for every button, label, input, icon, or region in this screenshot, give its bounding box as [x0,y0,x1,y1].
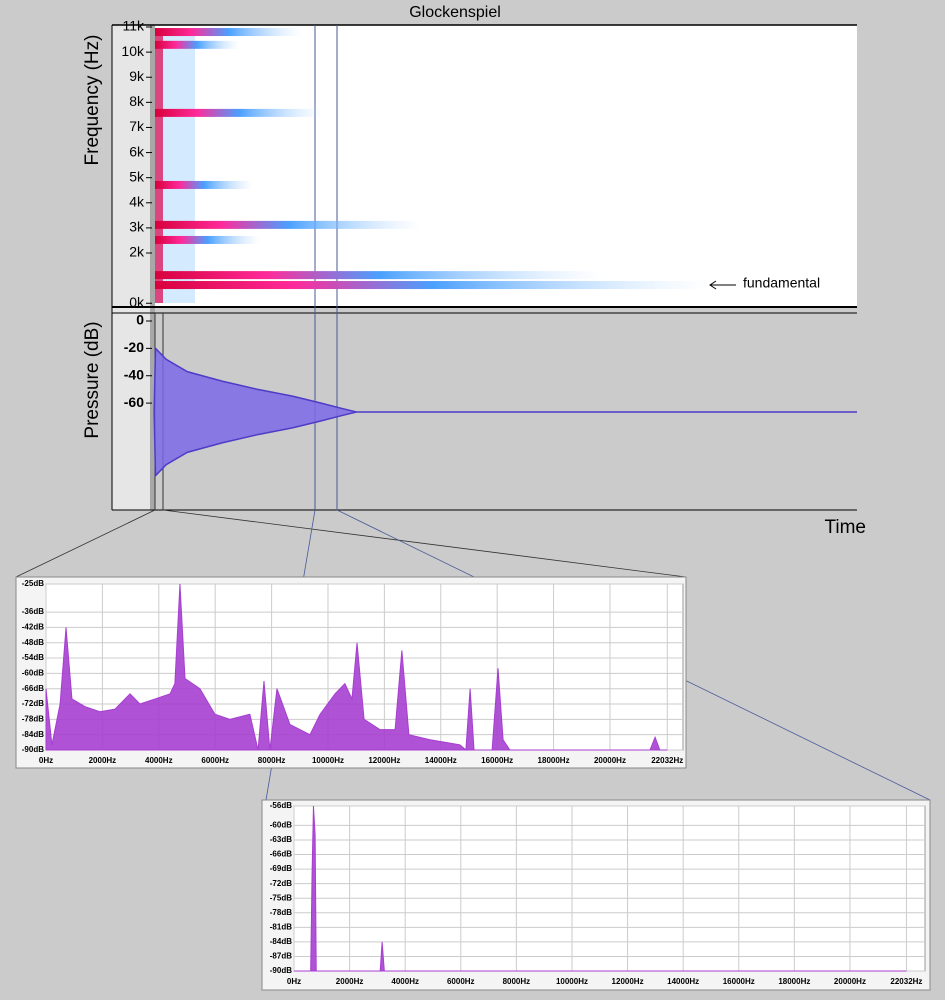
x-tick-label: 14000Hz [425,756,457,765]
annotation: fundamental [743,275,820,291]
x-tick-label: 6000Hz [447,977,475,986]
x-tick-label: 0Hz [287,977,301,986]
y-tick-label: -69dB [270,864,292,873]
y-tick-label: 9k [129,68,145,84]
x-tick-label: 8000Hz [258,756,286,765]
x-tick-label: 8000Hz [503,977,531,986]
spectrum-area [45,583,668,752]
y-tick-label: -90dB [270,966,292,975]
y-tick-label: -54dB [22,653,44,662]
y-tick-label: -40 [124,366,144,382]
y-tick-label: 5k [129,168,145,184]
y-tick-label: 0k [129,294,145,310]
y-tick-label: -84dB [22,730,44,739]
x-tick-label: 22032Hz [651,756,683,765]
y-axis-label: Frequency (Hz) [82,35,103,166]
axis-column [112,25,152,510]
x-tick-label: 10000Hz [312,756,344,765]
partial-band [155,28,303,37]
spectrogram-bg [155,25,857,307]
partial-band [155,40,240,49]
partial-band [155,235,261,244]
y-tick-label: 7k [129,118,145,134]
y-tick-label: -72dB [270,879,292,888]
spectrum-area [294,805,907,972]
x-tick-label: 18000Hz [778,977,810,986]
y-tick-label: -72dB [22,699,44,708]
x-tick-label: 16000Hz [723,977,755,986]
x-tick-label: 12000Hz [368,756,400,765]
partial-band [155,220,422,229]
y-tick-label: -84dB [270,937,292,946]
y-tick-label: -66dB [22,684,44,693]
partial-band [155,180,254,189]
y-tick-label: -66dB [270,850,292,859]
x-tick-label: 2000Hz [336,977,364,986]
x-tick-label: 22032Hz [890,977,922,986]
x-tick-label: 12000Hz [612,977,644,986]
x-tick-label: 2000Hz [89,756,117,765]
x-tick-label: 4000Hz [391,977,419,986]
x-tick-label: 6000Hz [201,756,229,765]
y-axis-label: Pressure (dB) [82,321,103,438]
y-tick-label: -60 [124,394,144,410]
y-tick-label: -78dB [270,908,292,917]
y-tick-label: -60dB [22,668,44,677]
connector [162,509,687,578]
y-tick-label: 8k [129,93,145,109]
x-tick-label: 18000Hz [538,756,570,765]
partial-band [155,281,710,290]
x-tick-label: 0Hz [39,756,53,765]
y-tick-label: 11k [122,18,145,34]
x-tick-label: 20000Hz [594,756,626,765]
x-tick-label: 4000Hz [145,756,173,765]
y-tick-label: -56dB [270,801,292,810]
annotation-arrow [709,280,717,290]
y-tick-label: -87dB [270,952,292,961]
y-tick-label: 3k [129,219,145,235]
y-tick-label: 0 [136,312,144,328]
plot-bg [293,805,926,972]
axis-strip [150,25,155,510]
y-tick-label: 4k [129,193,145,209]
y-tick-label: -78dB [22,714,44,723]
y-tick-label: -20 [124,339,144,355]
connector [15,509,156,578]
y-tick-label: -60dB [270,821,292,830]
y-tick-label: -81dB [270,922,292,931]
y-tick-label: 6k [129,143,145,159]
y-tick-label: -48dB [22,638,44,647]
x-tick-label: 10000Hz [556,977,588,986]
y-tick-label: -63dB [270,835,292,844]
x-tick-label: 20000Hz [834,977,866,986]
y-tick-label: 10k [121,43,145,59]
y-tick-label: -25dB [22,579,44,588]
y-tick-label: -36dB [22,607,44,616]
partial-band [155,271,605,280]
y-tick-label: -75dB [270,893,292,902]
x-axis-label: Time [824,517,866,538]
attack-strip [155,28,163,303]
x-tick-label: 14000Hz [667,977,699,986]
y-tick-label: 2k [129,244,145,260]
x-tick-label: 16000Hz [481,756,513,765]
waveform [153,346,857,478]
y-tick-label: -90dB [22,745,44,754]
y-tick-label: -42dB [22,623,44,632]
figure-title: Glockenspiel [409,4,501,21]
partial-band [155,108,324,117]
